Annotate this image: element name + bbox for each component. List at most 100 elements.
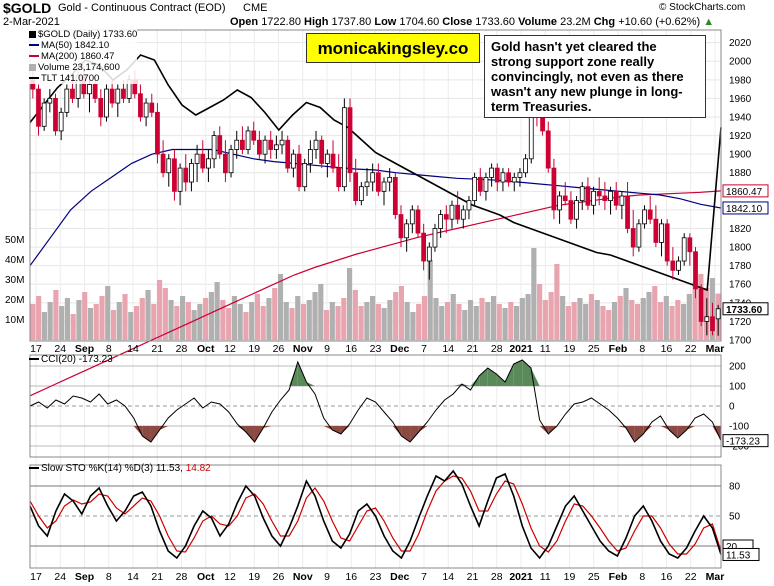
x-tick-label: 7 (421, 571, 427, 583)
cci-label: CCI(20) -173.23 (29, 354, 113, 365)
price-tick-label: 1700 (729, 336, 752, 347)
candle-body (245, 130, 251, 150)
volume-bar (393, 292, 399, 340)
candle-body (285, 139, 291, 169)
price-tick-label: 1800 (729, 243, 752, 254)
volume-bar (416, 304, 422, 340)
x-tick-label: 2021 (509, 571, 533, 583)
candle-body (217, 135, 223, 155)
x-tick-label: 26 (273, 571, 285, 583)
volume-bar (583, 304, 589, 340)
candle-body (228, 149, 234, 174)
candle-body (121, 88, 126, 99)
price-tick-label: 1960 (729, 94, 752, 105)
candle-body (36, 88, 41, 127)
candle-body (262, 139, 268, 155)
volume-bar (387, 300, 393, 340)
volume-bar (151, 304, 157, 340)
candle-body (268, 139, 274, 150)
candle-body (200, 153, 206, 169)
x-tick-label: 19 (248, 571, 260, 583)
volume-bar (197, 304, 203, 340)
candle-body (211, 135, 217, 160)
candle-body (58, 111, 64, 132)
x-tick-label: Nov (293, 343, 313, 355)
volume-bar (571, 302, 577, 340)
candle-body (551, 167, 557, 211)
volume-bar (675, 300, 681, 340)
price-tag-box (722, 201, 769, 215)
candle-body (426, 246, 432, 262)
volume-bar (99, 296, 105, 340)
candle-body (653, 218, 659, 243)
candle-body (579, 186, 585, 202)
x-tick-label: 26 (273, 343, 285, 355)
candle-body (455, 204, 461, 220)
candle-body (523, 158, 528, 174)
x-tick-label: 14 (442, 571, 454, 583)
candle-body (336, 167, 342, 188)
x-tick-label: 23 (370, 571, 382, 583)
volume-bar (266, 298, 272, 340)
cci-fill-negative (133, 426, 143, 436)
candle-body (698, 288, 704, 322)
volume-bar (226, 308, 232, 340)
candle-body (375, 172, 381, 192)
price-tick-label: 1820 (729, 224, 752, 235)
x-tick-label: 24 (54, 571, 66, 583)
candle-body (602, 195, 608, 202)
volume-bar (36, 296, 42, 340)
x-tick-label: 22 (685, 343, 697, 355)
candle-body (494, 167, 500, 183)
price-tick-label: 1880 (729, 168, 752, 179)
cci-fill-positive (513, 360, 523, 386)
volume-bar (191, 310, 197, 340)
cci-frame (29, 354, 722, 458)
x-tick-label: 19 (564, 343, 576, 355)
cci-tick-label: 100 (729, 382, 746, 393)
sto-tick-label: 80 (729, 482, 741, 493)
volume-bar (485, 302, 491, 340)
volume-bar (456, 304, 462, 340)
candle-body (568, 200, 574, 220)
candle-body (347, 107, 353, 174)
volume-bar (444, 302, 451, 340)
volume-bar (617, 296, 623, 340)
ma50-line (29, 148, 722, 267)
candle-body (398, 214, 404, 239)
gridlines (30, 30, 721, 568)
x-tick-label: 21 (151, 343, 163, 355)
candle-body (613, 190, 619, 206)
sto-tag: 20 (726, 542, 738, 553)
candle-body (392, 176, 398, 215)
volume-bar (180, 296, 186, 340)
volume-bar (623, 288, 629, 340)
price-tick-label: 2020 (729, 38, 752, 49)
volume-bar (588, 294, 595, 340)
volume-bar (335, 306, 341, 340)
volume-bar (76, 300, 82, 340)
volume-bar (64, 298, 71, 340)
sto-label: Slow STO %K(14) %D(3) 11.53, 14.82 (29, 463, 211, 474)
volume-bar (427, 260, 433, 340)
candle-body (687, 237, 693, 253)
volume-bar (214, 282, 220, 340)
volume-bar (318, 284, 324, 340)
candle-body (115, 88, 121, 104)
volume-bar (611, 302, 618, 340)
volume-bar (479, 298, 485, 340)
price-tick-label: 1980 (729, 75, 752, 86)
x-tick-label: Oct (197, 343, 215, 355)
volume-bar (594, 300, 600, 340)
candle-body (647, 209, 653, 220)
price-tick-label: 1780 (729, 261, 752, 272)
x-tick-label: 21 (467, 571, 479, 583)
cci-tag-box (722, 434, 769, 448)
volume-bar (646, 292, 652, 340)
candle-body (223, 153, 228, 174)
volume-bar (525, 294, 531, 340)
x-tick-label: 16 (345, 343, 357, 355)
candle-body (307, 149, 313, 164)
x-tick-label: 9 (324, 571, 330, 583)
